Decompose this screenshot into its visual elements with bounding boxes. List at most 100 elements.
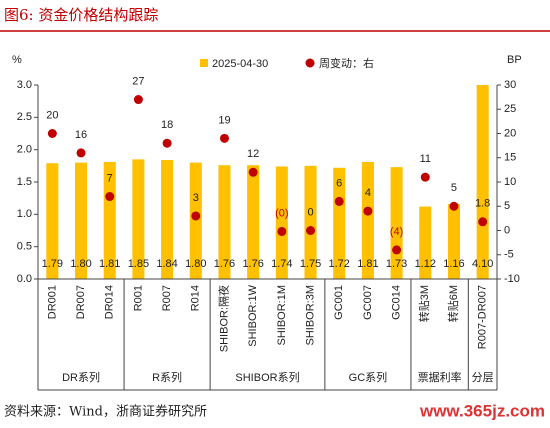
dot-value-label: (0) <box>275 207 288 219</box>
group-label: R系列 <box>152 370 182 384</box>
dot-value-label: 0 <box>307 206 313 218</box>
legend-swatch <box>305 58 315 68</box>
bar <box>189 162 202 279</box>
bar-value-label: 1.75 <box>300 258 321 270</box>
dot-value-label: 12 <box>247 148 259 160</box>
dot <box>105 192 115 202</box>
x-tick-label: 转贴6M <box>446 285 460 322</box>
dot-value-label: 1.8 <box>475 198 490 210</box>
bar-value-label: 1.79 <box>42 258 63 270</box>
dot <box>478 217 488 227</box>
dot-value-label: 11 <box>420 153 431 165</box>
dot-value-label: (4) <box>390 226 403 238</box>
group-label: 分层 <box>472 371 494 384</box>
bar <box>419 206 432 279</box>
bar-value-label: 1.84 <box>156 258 177 270</box>
dot-value-label: 4 <box>365 187 371 199</box>
y2-tick-label: 15 <box>504 152 516 164</box>
dot-value-label: 19 <box>218 114 230 126</box>
bar <box>447 203 460 279</box>
y2-tick-label: 0 <box>504 224 510 236</box>
bar-value-label: 1.72 <box>329 258 350 270</box>
dot-value-label: 6 <box>336 177 342 189</box>
dot <box>219 133 229 143</box>
bar <box>304 165 317 279</box>
bar <box>333 167 346 279</box>
bar <box>161 160 174 279</box>
dot <box>449 201 459 211</box>
bar <box>132 159 145 279</box>
y2-tick-label: 20 <box>504 127 516 139</box>
y2-tick-label: 5 <box>504 200 510 212</box>
dot <box>363 206 373 216</box>
y-tick-label: 1.5 <box>17 176 32 188</box>
y-tick-label: 0.0 <box>17 273 32 285</box>
bar-value-label: 1.76 <box>242 258 263 270</box>
legend-swatch <box>200 59 208 67</box>
bar-value-label: 1.73 <box>386 258 407 270</box>
x-tick-label: GC007 <box>362 285 374 320</box>
dot-value-label: 27 <box>132 75 144 87</box>
dot-value-label: 18 <box>161 119 173 131</box>
x-tick-label: R007 <box>161 285 173 311</box>
dot <box>191 211 201 221</box>
bar <box>275 166 288 279</box>
chart-title: 图6: 资金价格结构跟踪 <box>4 6 158 24</box>
bar <box>103 161 116 279</box>
x-tick-label: GC014 <box>391 285 403 320</box>
dot-value-label: 7 <box>107 172 113 184</box>
dot <box>392 245 402 255</box>
dot <box>277 226 287 236</box>
dot <box>133 95 143 105</box>
dot-value-label: 3 <box>193 192 199 204</box>
y-tick-label: 0.5 <box>17 241 32 253</box>
group-label: GC系列 <box>349 370 388 384</box>
x-tick-label: R007-DR007 <box>477 285 489 349</box>
group-label: SHIBOR系列 <box>235 370 299 384</box>
y2-tick-label: -10 <box>504 273 520 285</box>
y-tick-label: 2.5 <box>17 111 32 123</box>
bar-value-label: 1.81 <box>357 258 378 270</box>
x-tick-label: SHIBOR:1M <box>276 285 288 346</box>
source: 资料来源：Wind，浙商证券研究所 <box>4 404 207 420</box>
x-tick-label: SHIBOR:隔夜 <box>216 285 230 352</box>
dot-value-label: 20 <box>46 109 58 121</box>
y-tick-label: 2.0 <box>17 144 32 156</box>
bar <box>247 165 260 279</box>
x-tick-label: 转贴3M <box>417 285 431 322</box>
y2-tick-label: 25 <box>504 103 516 115</box>
x-tick-label: DR001 <box>46 285 58 319</box>
y-tick-label: 1.0 <box>17 208 32 220</box>
bar-value-label: 1.74 <box>271 258 292 270</box>
bar-value-label: 1.80 <box>185 258 206 270</box>
group-label: 票据利率 <box>418 370 462 384</box>
watermark: www.365jz.com <box>419 401 545 420</box>
bar-value-label: 1.12 <box>415 258 436 270</box>
y2-tick-label: 30 <box>504 79 516 91</box>
y2-axis-label: BP <box>507 54 522 66</box>
dot-value-label: 5 <box>451 182 457 194</box>
legend-label: 周变动：右 <box>319 56 374 70</box>
y-tick-label: 3.0 <box>17 79 32 91</box>
bar <box>75 162 88 279</box>
dot-value-label: 16 <box>75 129 87 141</box>
dot <box>76 148 86 158</box>
bar-value-label: 4.10 <box>472 258 493 270</box>
legend-label: 2025-04-30 <box>212 58 268 70</box>
bar-value-label: 1.81 <box>99 258 120 270</box>
x-tick-label: DR007 <box>75 285 87 319</box>
x-tick-label: R014 <box>190 285 202 311</box>
bar-value-label: 1.76 <box>214 258 235 270</box>
group-label: DR系列 <box>62 370 100 384</box>
x-tick-label: DR014 <box>104 285 116 319</box>
y2-tick-label: -5 <box>504 249 514 261</box>
x-tick-label: SHIBOR:1W <box>247 284 259 346</box>
bar <box>361 161 374 279</box>
x-tick-label: R001 <box>132 285 144 311</box>
dot <box>306 226 316 235</box>
x-tick-label: SHIBOR:3M <box>304 285 316 346</box>
dot <box>248 167 258 177</box>
dot <box>162 138 172 148</box>
bar <box>476 85 489 279</box>
